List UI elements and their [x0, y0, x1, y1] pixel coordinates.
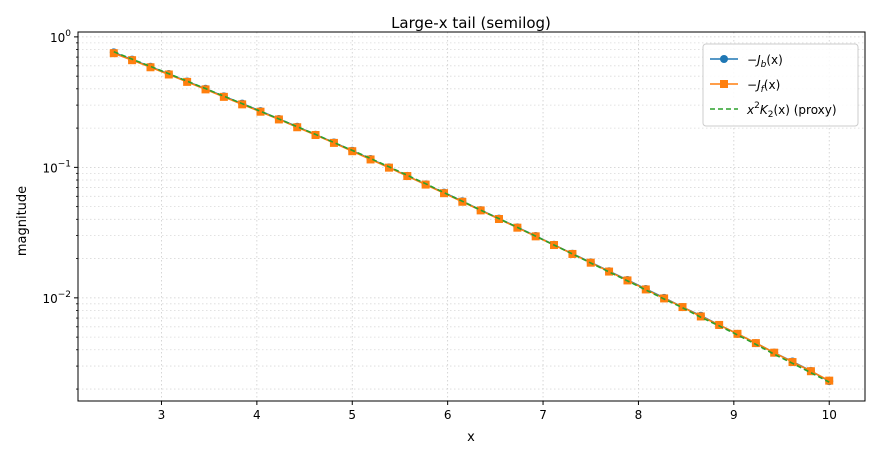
- x-tick-label: 10: [822, 408, 837, 422]
- legend-marker: [720, 80, 728, 88]
- y-tick-label: 10−2: [42, 290, 71, 306]
- data-point: [568, 249, 577, 258]
- y-axis: 100 10−1 10−2: [42, 29, 78, 390]
- data-point: [440, 189, 449, 198]
- chart-title: Large-x tail (semilog): [391, 14, 551, 32]
- data-point: [788, 358, 797, 367]
- legend: −Jb(x) −Jf(x) x2K2(x) (proxy): [702, 43, 859, 127]
- data-point: [751, 339, 760, 348]
- legend-marker: [720, 55, 728, 63]
- data-point: [128, 56, 137, 65]
- data-point: [329, 138, 338, 147]
- legend-label: x2K2(x) (proxy): [746, 101, 837, 120]
- x-axis-label: x: [467, 430, 475, 445]
- y-axis-label: magnitude: [15, 186, 30, 256]
- x-tick-label: 7: [539, 408, 547, 422]
- x-tick-label: 9: [730, 408, 738, 422]
- data-point: [678, 303, 687, 312]
- data-point: [219, 92, 228, 101]
- series-line-2: [113, 50, 830, 383]
- legend-label: −Jb(x): [747, 53, 783, 70]
- x-tick-label: 6: [444, 408, 452, 422]
- y-tick-label: 10−1: [42, 159, 71, 175]
- data-point: [293, 123, 302, 132]
- data-point: [109, 49, 118, 58]
- data-point: [421, 180, 430, 189]
- y-tick-label: 100: [50, 29, 71, 45]
- series-layer: [109, 48, 834, 386]
- data-point: [146, 63, 155, 72]
- axes-frame: [77, 31, 866, 402]
- data-point: [641, 285, 650, 294]
- major-gridlines: [78, 32, 865, 401]
- data-point: [403, 172, 412, 181]
- x-tick-label: 5: [348, 408, 356, 422]
- data-point: [733, 329, 742, 338]
- data-point: [183, 77, 192, 86]
- data-point: [605, 267, 614, 276]
- data-point: [476, 206, 485, 215]
- data-point: [806, 367, 815, 376]
- x-tick-label: 4: [253, 408, 261, 422]
- data-point: [366, 155, 375, 164]
- legend-box: [702, 43, 859, 127]
- x-tick-label: 3: [158, 408, 166, 422]
- data-point: [770, 348, 779, 357]
- legend-label: −Jf(x): [747, 78, 780, 95]
- x-tick-label: 8: [635, 408, 643, 422]
- data-point: [256, 107, 265, 116]
- x-axis: 3 4 5 6 7 8 9 10: [158, 401, 837, 422]
- data-point: [825, 376, 834, 385]
- data-point: [715, 320, 724, 329]
